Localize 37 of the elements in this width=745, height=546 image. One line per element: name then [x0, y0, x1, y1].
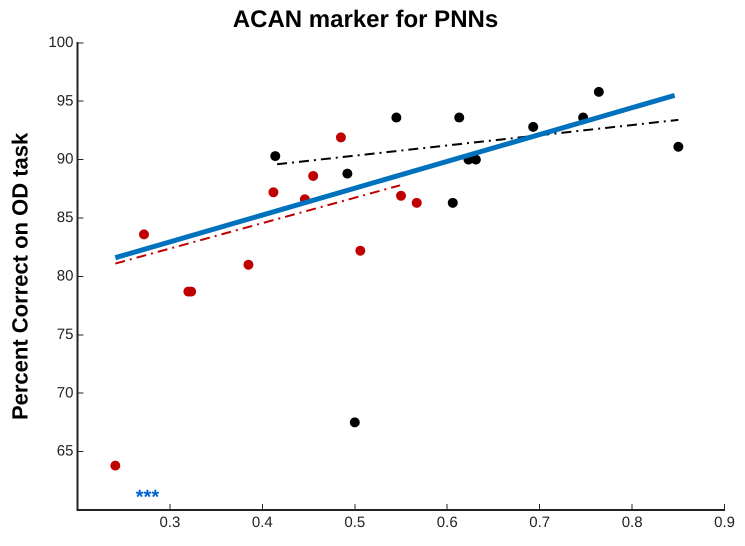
- point: [355, 246, 366, 256]
- y-tick-label: 80: [56, 268, 74, 285]
- point: [308, 170, 318, 181]
- y-tick-label: 85: [56, 209, 74, 226]
- chart-title: ACAN marker for PNNs: [232, 6, 498, 34]
- point: [138, 229, 149, 240]
- x-tick-label: 0.3: [159, 514, 180, 532]
- point: [454, 112, 464, 123]
- x-tick-label: 0.9: [714, 514, 736, 532]
- point: [336, 132, 346, 142]
- x-tick-label: 0.5: [344, 514, 366, 532]
- point: [396, 190, 406, 201]
- annotation: ***: [136, 486, 160, 509]
- point: [243, 260, 254, 270]
- point: [350, 417, 360, 428]
- y-tick-label: 65: [56, 442, 74, 460]
- point: [528, 122, 538, 132]
- x-tick-label: 0.6: [436, 514, 458, 532]
- point: [673, 142, 684, 152]
- point: [412, 198, 422, 208]
- y-tick-label: 90: [56, 150, 74, 168]
- y-tick-label: 95: [56, 92, 74, 110]
- point: [268, 187, 278, 198]
- y-tick-label: 70: [56, 384, 74, 402]
- y-tick-label: 100: [48, 34, 74, 51]
- x-tick-label: 0.7: [529, 514, 550, 532]
- y-axis-title: Percent Correct on OD task: [7, 132, 32, 420]
- point: [391, 112, 402, 123]
- x-tick-label: 0.8: [622, 514, 643, 532]
- point: [470, 154, 481, 165]
- point: [448, 198, 458, 208]
- point: [594, 86, 604, 97]
- point: [110, 460, 120, 471]
- x-tick-label: 0.4: [252, 514, 273, 532]
- y-tick-label: 75: [56, 326, 74, 343]
- point: [342, 168, 352, 179]
- point: [270, 151, 280, 162]
